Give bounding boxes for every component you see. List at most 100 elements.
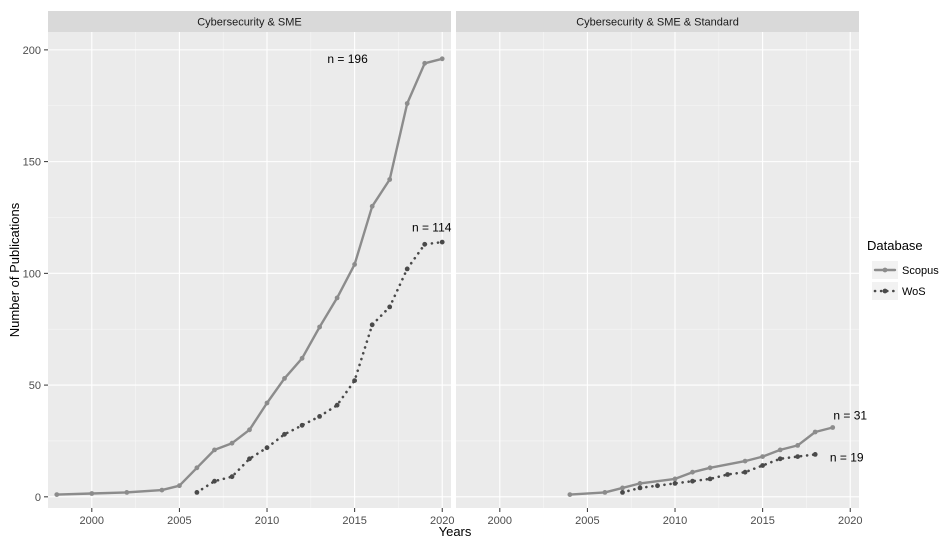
data-point-scopus (387, 177, 393, 182)
x-tick-label: 2020 (430, 515, 454, 527)
panel-1-annotation-wos-total: n = 114 (412, 221, 452, 235)
data-point-wos (212, 478, 217, 484)
data-point-wos (655, 483, 660, 489)
data-point-scopus (830, 425, 836, 430)
legend-keys (872, 261, 898, 300)
data-point-scopus (742, 458, 748, 464)
panel-2-strip-label: Cybersecurity & SME & Standard (576, 17, 739, 29)
data-point-scopus (812, 429, 818, 435)
panel-2-marks (567, 425, 836, 497)
series-line-scopus (55, 57, 444, 496)
data-point-wos (299, 422, 305, 428)
x-tick-label: 2010 (663, 515, 687, 527)
data-point-scopus (212, 447, 217, 453)
data-point-scopus (247, 427, 252, 433)
panel-1-annotation-scopus-total: n = 196 (327, 52, 368, 66)
y-axis: 0 50 100 150 200 (23, 45, 48, 504)
data-point-wos (352, 378, 357, 383)
x-tick-label: 2000 (488, 515, 512, 527)
data-point-scopus (159, 487, 165, 493)
data-point-scopus (672, 476, 678, 482)
data-point-wos (725, 472, 730, 477)
data-point-scopus (620, 485, 625, 491)
data-point-scopus (124, 490, 130, 495)
x-tick-label: 2005 (575, 515, 599, 527)
data-point-scopus (317, 324, 322, 330)
data-point-wos (369, 322, 375, 328)
data-point-wos (795, 454, 801, 459)
data-point-scopus (760, 454, 765, 459)
data-point-scopus (229, 440, 235, 446)
data-point-wos (439, 239, 445, 245)
x-tick-label: 2010 (255, 515, 279, 527)
data-point-wos (334, 402, 340, 408)
y-tick-label: 200 (23, 45, 41, 57)
data-point-wos (812, 452, 818, 457)
legend-label-wos: WoS (902, 286, 926, 298)
legend-key-point-scopus (882, 267, 888, 273)
data-point-scopus (54, 492, 60, 497)
y-axis-title: Number of Publications (7, 202, 22, 337)
x-tick-label: 2015 (750, 515, 774, 527)
data-point-scopus (369, 203, 375, 209)
x-axis: 2000 2005 2010 2015 2020 2000 2005 2010 2015 2020 (80, 508, 862, 527)
data-point-scopus (707, 465, 713, 471)
data-point-scopus (795, 443, 801, 448)
data-point-wos (742, 469, 748, 475)
data-point-scopus (194, 465, 200, 471)
y-tick-label: 100 (23, 268, 41, 280)
x-tick-label: 2005 (167, 515, 191, 527)
data-point-scopus (334, 295, 340, 301)
panel-2-annotation-scopus-total: n = 31 (833, 408, 867, 422)
data-point-wos (620, 490, 625, 495)
data-point-wos (707, 476, 713, 482)
data-point-wos (404, 266, 410, 272)
data-point-wos (422, 241, 428, 247)
data-point-wos (282, 431, 287, 437)
data-point-wos (229, 474, 235, 480)
data-point-scopus (422, 60, 428, 66)
data-point-scopus (404, 101, 410, 106)
data-point-wos (247, 456, 252, 462)
y-tick-label: 50 (29, 380, 41, 392)
panel-1-strip (48, 11, 451, 32)
data-point-wos (264, 445, 270, 451)
data-point-scopus (264, 400, 270, 406)
y-tick-label: 0 (35, 492, 41, 504)
x-tick-label: 2020 (838, 515, 862, 527)
panel-1-strip-label: Cybersecurity & SME (197, 17, 302, 29)
data-point-scopus (282, 376, 287, 381)
data-point-scopus (89, 491, 95, 496)
data-point-wos (672, 481, 678, 486)
data-point-wos (387, 304, 393, 310)
panel-2-strip (456, 11, 859, 32)
panel-2-plot-area (456, 32, 859, 508)
x-tick-label: 2000 (80, 515, 104, 527)
panel-2-annotation-wos-total: n = 19 (830, 451, 864, 465)
legend-label-scopus: Scopus (902, 265, 939, 277)
legend-title: Database (867, 238, 923, 253)
data-point-scopus (299, 355, 305, 361)
data-point-wos (777, 456, 783, 462)
data-point-wos (194, 490, 200, 495)
panel-1-marks (54, 56, 445, 497)
legend: Database Scopus WoS (867, 238, 939, 300)
data-point-wos (317, 414, 322, 419)
data-point-scopus (602, 490, 608, 495)
x-axis-title: Years (439, 524, 472, 539)
y-tick-label: 150 (23, 157, 41, 169)
data-point-scopus (637, 481, 643, 486)
panel-1-grid (48, 32, 451, 508)
x-tick-label: 2015 (342, 515, 366, 527)
series-line-wos (621, 453, 817, 494)
data-point-scopus (177, 483, 182, 489)
legend-key-point-wos (882, 288, 888, 294)
data-point-scopus (567, 492, 573, 497)
data-point-wos (760, 463, 765, 468)
data-point-wos (637, 485, 643, 491)
data-point-scopus (439, 56, 445, 62)
data-point-wos (690, 478, 695, 484)
data-point-scopus (690, 469, 695, 475)
data-point-scopus (777, 447, 783, 453)
